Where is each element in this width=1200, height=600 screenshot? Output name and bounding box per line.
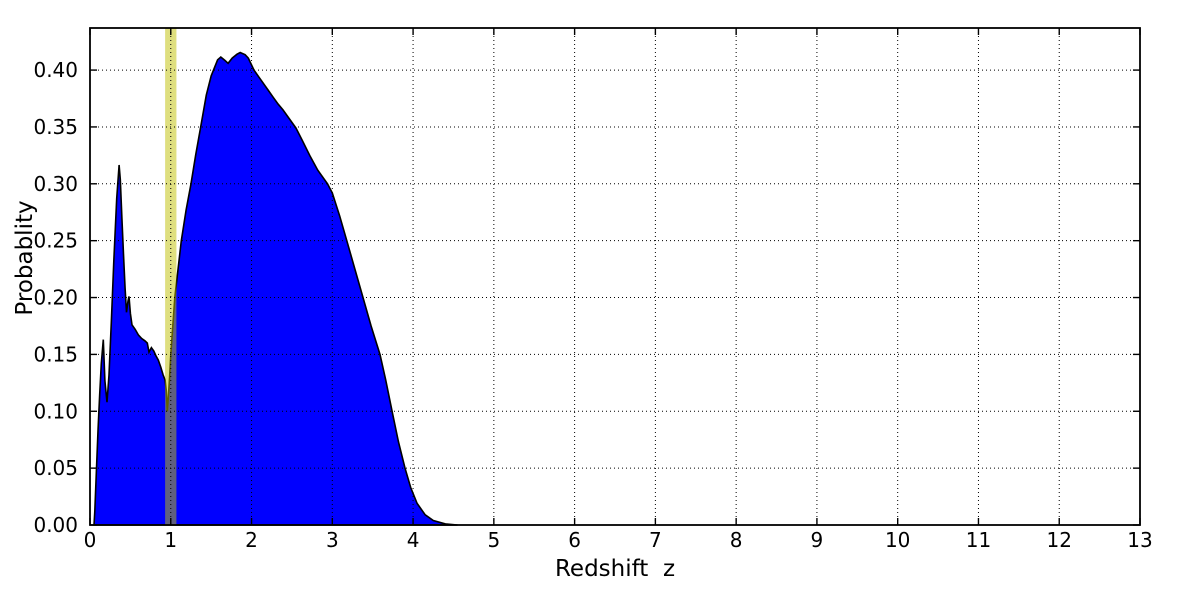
x-tick-label: 0 xyxy=(84,528,97,552)
x-tick-label: 3 xyxy=(326,528,339,552)
x-tick-label: 1 xyxy=(164,528,177,552)
plot-border xyxy=(89,27,1141,526)
y-axis-label: Probablity xyxy=(12,200,38,316)
x-tick-label: 5 xyxy=(487,528,500,552)
y-tick-label: 0.10 xyxy=(33,399,78,423)
probability-density-area xyxy=(93,51,458,526)
y-tick-label: 0.00 xyxy=(33,513,78,537)
y-tick-label: 0.20 xyxy=(33,286,78,310)
x-tick-label: 7 xyxy=(649,528,662,552)
x-tick-label: 4 xyxy=(407,528,420,552)
x-tick-label: 13 xyxy=(1127,528,1152,552)
y-tick-label: 0.15 xyxy=(33,342,78,366)
y-tick-label: 0.40 xyxy=(33,58,78,82)
x-tick-label: 12 xyxy=(1047,528,1072,552)
x-tick-label: 11 xyxy=(966,528,991,552)
y-tick-label: 0.05 xyxy=(33,456,78,480)
y-tick-label: 0.30 xyxy=(33,172,78,196)
x-tick-label: 2 xyxy=(245,528,258,552)
y-tick-label: 0.25 xyxy=(33,229,78,253)
x-tick-label: 8 xyxy=(730,528,743,552)
y-tick-label: 0.35 xyxy=(33,115,78,139)
x-tick-label: 9 xyxy=(811,528,824,552)
x-tick-label: 10 xyxy=(885,528,910,552)
x-tick-label: 6 xyxy=(568,528,581,552)
x-axis-label: Redshift z xyxy=(554,556,676,582)
